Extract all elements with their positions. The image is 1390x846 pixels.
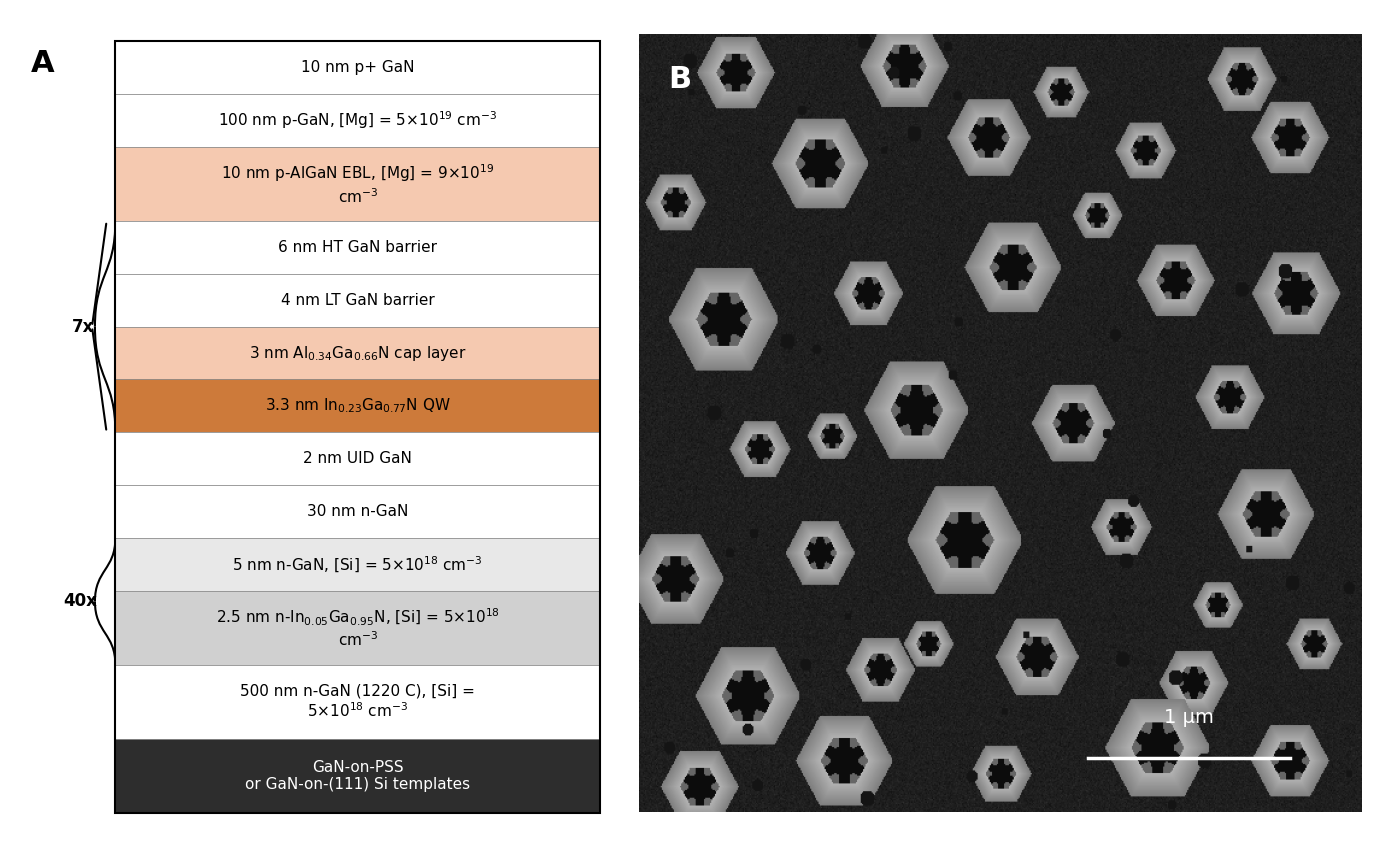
Text: 10 nm p+ GaN: 10 nm p+ GaN <box>300 60 414 75</box>
Text: 10 nm p‑AlGaN EBL, [Mg] = 9×10$^{19}$
cm$^{-3}$: 10 nm p‑AlGaN EBL, [Mg] = 9×10$^{19}$ cm… <box>221 162 495 206</box>
Text: 3.3 nm In$_{0.23}$Ga$_{0.77}$N QW: 3.3 nm In$_{0.23}$Ga$_{0.77}$N QW <box>264 397 450 415</box>
Text: 2.5 nm n‑In$_{0.05}$Ga$_{0.95}$N, [Si] = 5×10$^{18}$
cm$^{-3}$: 2.5 nm n‑In$_{0.05}$Ga$_{0.95}$N, [Si] =… <box>215 607 499 650</box>
Text: 6 nm HT GaN barrier: 6 nm HT GaN barrier <box>278 240 436 255</box>
FancyBboxPatch shape <box>115 221 600 274</box>
Text: 7x: 7x <box>72 317 95 336</box>
Text: A: A <box>31 49 54 79</box>
Text: 40x: 40x <box>64 592 97 611</box>
Text: 2 nm UID GaN: 2 nm UID GaN <box>303 451 411 466</box>
FancyBboxPatch shape <box>115 274 600 327</box>
Text: B: B <box>669 65 691 94</box>
Text: 30 nm n‑GaN: 30 nm n‑GaN <box>307 504 409 519</box>
FancyBboxPatch shape <box>115 538 600 591</box>
FancyBboxPatch shape <box>115 591 600 665</box>
Text: 1 μm: 1 μm <box>1163 707 1213 727</box>
FancyBboxPatch shape <box>115 432 600 486</box>
FancyBboxPatch shape <box>115 739 600 813</box>
Text: 4 nm LT GaN barrier: 4 nm LT GaN barrier <box>281 293 435 308</box>
FancyBboxPatch shape <box>115 486 600 538</box>
FancyBboxPatch shape <box>115 665 600 739</box>
Text: 5 nm n‑GaN, [Si] = 5×10$^{18}$ cm$^{-3}$: 5 nm n‑GaN, [Si] = 5×10$^{18}$ cm$^{-3}$ <box>232 554 484 574</box>
FancyBboxPatch shape <box>115 380 600 432</box>
Text: 100 nm p‑GaN, [Mg] = 5×10$^{19}$ cm$^{-3}$: 100 nm p‑GaN, [Mg] = 5×10$^{19}$ cm$^{-3… <box>218 110 498 131</box>
FancyBboxPatch shape <box>115 41 600 94</box>
Text: GaN-on-PSS
or GaN-on-(111) Si templates: GaN-on-PSS or GaN-on-(111) Si templates <box>245 760 470 792</box>
FancyBboxPatch shape <box>115 147 600 221</box>
Text: 500 nm n‑GaN (1220 C), [Si] =
5×10$^{18}$ cm$^{-3}$: 500 nm n‑GaN (1220 C), [Si] = 5×10$^{18}… <box>240 684 475 720</box>
FancyBboxPatch shape <box>115 327 600 380</box>
FancyBboxPatch shape <box>115 94 600 147</box>
Text: 3 nm Al$_{0.34}$Ga$_{0.66}$N cap layer: 3 nm Al$_{0.34}$Ga$_{0.66}$N cap layer <box>249 343 466 363</box>
